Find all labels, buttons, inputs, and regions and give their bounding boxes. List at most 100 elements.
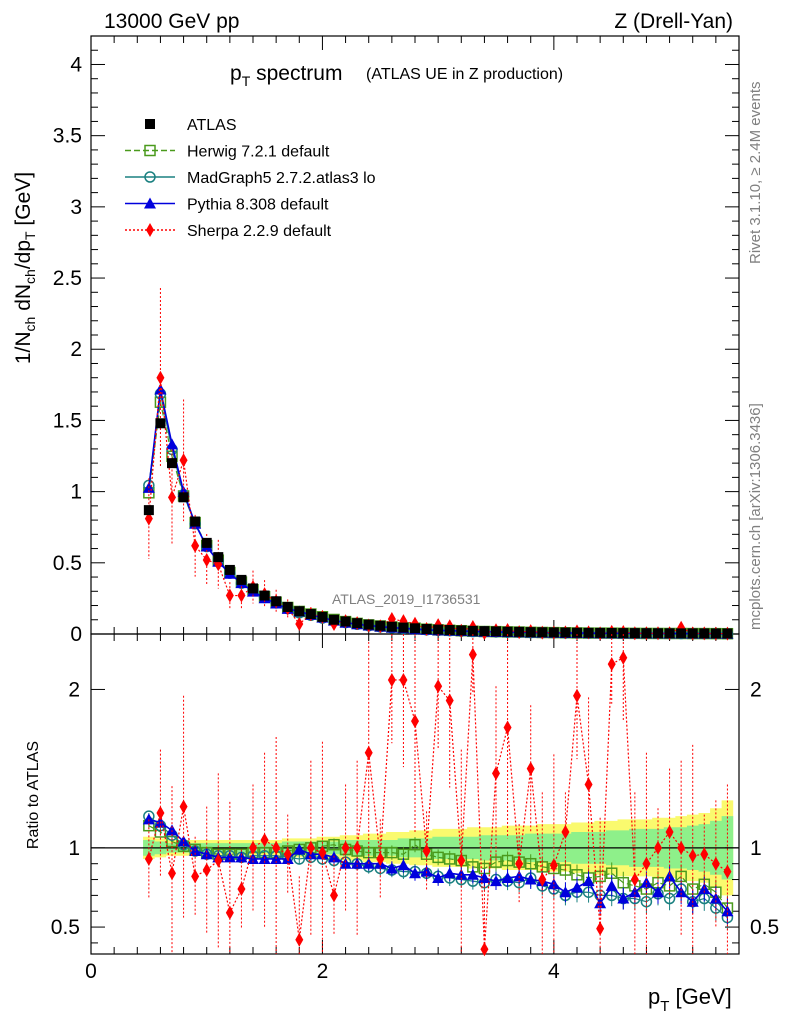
mcplots-label: mcplots.cern.ch [arXiv:1306.3436] [747, 403, 764, 630]
sherpa-point [191, 538, 200, 553]
atlas-point [317, 611, 328, 622]
legend-item-atlas: ATLAS [145, 117, 237, 134]
legend-item-sherpa: Sherpa 2.2.9 default [125, 223, 332, 240]
pythia-ratio-point [142, 813, 155, 825]
svg-text:mcplots.cern.ch [arXiv:1306.34: mcplots.cern.ch [arXiv:1306.3436] [747, 403, 764, 630]
ratio-axis-label: Ratio to ATLAS [25, 741, 42, 849]
atlas-point [606, 628, 617, 639]
axes: 0 2 400.511.522.533.540.5 0.51 12 2 [51, 35, 779, 983]
y-axis-label: 1/Nch dNch/dpT [GeV] [12, 172, 38, 364]
atlas-point [722, 628, 733, 639]
sherpa-ratio-point [711, 856, 720, 871]
pythia-ratio-point [652, 886, 664, 898]
sherpa-ratio-point [295, 932, 304, 947]
atlas-point [676, 628, 687, 639]
pythia-ratio-point [420, 865, 433, 877]
herwig-ratio-point [409, 838, 421, 851]
sherpa-ratio-point [353, 840, 362, 855]
atlas-point [572, 627, 582, 638]
sherpa-ratio-point [619, 650, 628, 665]
pythia-ratio-point [617, 892, 630, 904]
sherpa-ratio-point [642, 856, 651, 871]
atlas-point [190, 516, 201, 527]
atlas-point [629, 628, 640, 639]
atlas-point [398, 622, 409, 633]
atlas-point [213, 552, 224, 563]
atlas-point [491, 626, 501, 637]
x-tick-label: 4 [548, 960, 560, 983]
sherpa-ratio-point [260, 832, 269, 847]
atlas-point [248, 583, 258, 594]
sherpa-ratio-point [573, 688, 581, 703]
atlas-point [537, 627, 548, 638]
atlas-point [340, 616, 351, 627]
ratio-y-tick-label-right: 1 [750, 837, 762, 860]
sherpa-ratio-point [364, 745, 373, 760]
y-tick-label: 3 [70, 196, 82, 219]
atlas-point [155, 418, 166, 429]
herwig-ratio-point [443, 853, 456, 865]
y-tick-label: 3.5 [53, 125, 82, 148]
legend-marker [145, 119, 155, 129]
y-tick-label: 0 [70, 623, 82, 646]
sherpa-ratio-point [503, 720, 512, 735]
atlas-point [479, 626, 490, 637]
pythia-ratio-point [524, 873, 537, 885]
atlas-point [167, 458, 177, 469]
sherpa-ratio-point [665, 825, 674, 840]
legend-item-herwig: Herwig 7.2.1 default [125, 144, 330, 161]
legend-marker [144, 197, 156, 209]
legend-item-pythia: Pythia 8.308 default [125, 197, 329, 214]
legend-label: ATLAS [187, 117, 237, 134]
sherpa-ratio-point [191, 869, 200, 884]
sherpa-ratio-point [677, 840, 686, 855]
ratio-y-tick-label-right: 2 [750, 678, 762, 701]
pythia-ratio-point [513, 870, 526, 882]
pythia-ratio-point [663, 870, 676, 882]
sherpa-ratio-point [411, 714, 419, 729]
pythia-ratio-point [432, 871, 445, 883]
atlas-point [201, 537, 212, 548]
atlas-point [329, 614, 339, 625]
atlas-point [433, 624, 444, 635]
sherpa-ratio-point [526, 761, 535, 776]
sherpa-ratio-point [202, 863, 211, 878]
pythia-ratio-point [351, 857, 364, 869]
atlas-point [548, 627, 559, 638]
ratio-y-tick-label: 0.5 [51, 916, 80, 939]
atlas-point [305, 609, 316, 620]
herwig-ratio-point [386, 846, 398, 859]
atlas-point [410, 623, 420, 634]
pythia-ratio-point [605, 879, 618, 891]
sherpa-ratio-point [237, 882, 246, 897]
svg-text:Ratio to ATLAS: Ratio to ATLAS [25, 741, 42, 849]
sherpa-ratio-point [330, 888, 338, 903]
svg-text:1/Nch dNch/dpT [GeV]: 1/Nch dNch/dpT [GeV] [12, 172, 38, 364]
sherpa-ratio-point [480, 942, 489, 957]
sherpa-ratio-point [283, 847, 292, 862]
legend: ATLAS Herwig 7.2.1 default MadGraph5 2.7.2… [125, 117, 376, 240]
atlas-point [687, 628, 698, 639]
ratio-y-tick-label: 1 [68, 837, 80, 860]
atlas-point [282, 601, 293, 612]
sherpa-ratio-point [723, 864, 732, 879]
sherpa-ratio-point [538, 872, 547, 887]
sherpa-ratio-point [688, 848, 697, 863]
pythia-ratio-point [571, 881, 583, 893]
pythia-ratio-point [339, 857, 352, 869]
atlas-point [618, 628, 629, 639]
sherpa-ratio-point [387, 672, 396, 687]
atlas-point [294, 606, 305, 617]
herwig-ratio-point [501, 854, 514, 867]
herwig-ratio-point [432, 851, 444, 864]
pythia-ratio-point [559, 886, 572, 898]
ratio-series-sherpa [144, 634, 732, 957]
pythia-ratio-point [293, 843, 306, 855]
ratio-y-tick-label-right: 0.5 [750, 916, 779, 939]
sherpa-ratio-point [179, 799, 188, 814]
atlas-point [653, 628, 663, 639]
atlas-point [664, 628, 675, 639]
sherpa-ratio-point [607, 657, 616, 672]
sherpa-ratio-point [225, 905, 234, 920]
